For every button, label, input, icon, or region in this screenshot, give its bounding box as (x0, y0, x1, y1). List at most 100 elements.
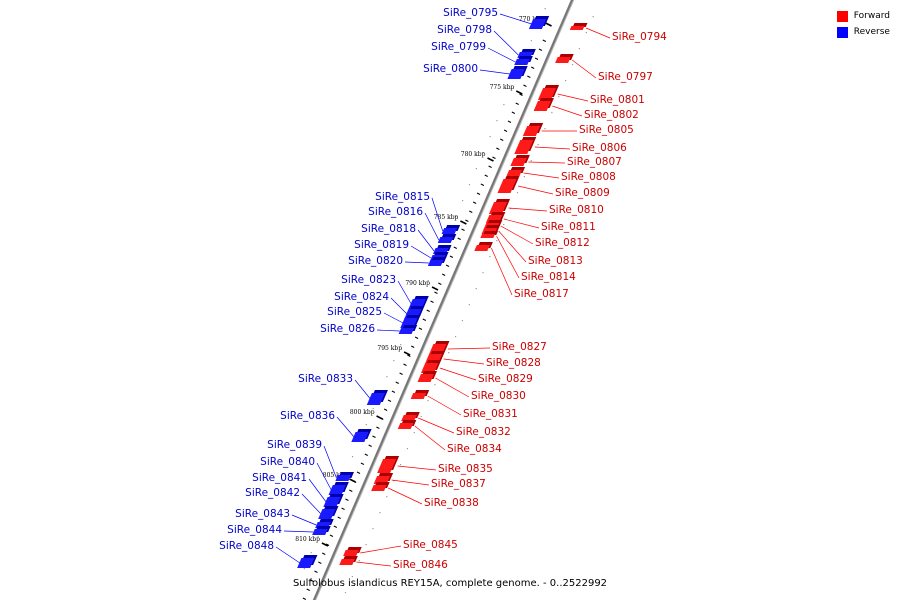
minor-tick (426, 309, 430, 312)
forward-gene-label: SiRe_0832 (456, 426, 511, 438)
minor-tick (333, 525, 338, 528)
forward-gene-SiRe_0835 (377, 459, 397, 473)
guide-dot (475, 288, 477, 290)
minor-tick (387, 399, 392, 402)
forward-gene-label: SiRe_0806 (572, 142, 627, 154)
legend-reverse-label: Reverse (853, 27, 890, 37)
guide-dot (544, 128, 546, 130)
reverse-gene-label: SiRe_0798 (437, 24, 492, 36)
forward-gene-leader (435, 377, 470, 398)
forward-gene-label: SiRe_0801 (590, 94, 645, 106)
forward-gene-SiRe_0834 (397, 423, 414, 429)
forward-gene-leader (585, 27, 611, 39)
minor-tick (391, 390, 396, 393)
forward-gene-leader (534, 146, 571, 150)
reverse-gene-SiRe_0840 (328, 485, 346, 495)
reverse-gene-label: SiRe_0839 (267, 439, 322, 451)
reverse-gene-label: SiRe_0841 (252, 472, 307, 484)
minor-tick (341, 507, 345, 510)
forward-gene-SiRe_0808 (506, 170, 523, 176)
minor-tick (503, 129, 508, 132)
minor-tick (434, 291, 438, 294)
reverse-gene-leader (316, 462, 332, 491)
genome-backbone (312, 0, 574, 600)
minor-tick (441, 273, 446, 276)
forward-gene-label: SiRe_0846 (393, 559, 448, 571)
minor-tick (527, 75, 531, 78)
minor-tick (302, 597, 307, 600)
minor-tick (523, 84, 527, 87)
legend: Forward Reverse (836, 8, 890, 40)
major-tick (431, 286, 439, 291)
minor-tick (480, 183, 485, 186)
reverse-gene-leader (291, 514, 317, 526)
legend-reverse: Reverse (836, 24, 890, 40)
forward-gene-leader (427, 395, 462, 416)
forward-gene-label: SiRe_0802 (584, 109, 639, 121)
guide-dot (503, 224, 505, 226)
minor-tick (383, 408, 388, 411)
forward-gene-leader (503, 218, 540, 229)
forward-gene-SiRe_0838 (371, 485, 387, 491)
reverse-gene-SiRe_0816 (437, 237, 454, 243)
minor-tick (414, 336, 419, 339)
guide-dot (400, 344, 402, 346)
minor-tick (496, 147, 500, 150)
minor-tick (329, 534, 334, 537)
guide-dot (530, 160, 532, 162)
guide-dot (448, 352, 450, 354)
forward-gene-leader (388, 487, 423, 505)
forward-gene-leader (439, 367, 477, 381)
reverse-gene-SiRe_0833 (366, 393, 385, 405)
minor-tick (372, 435, 376, 438)
tick-label: 790 kbp (405, 280, 430, 287)
guide-dot (372, 408, 374, 410)
minor-tick (407, 354, 411, 357)
forward-gene-SiRe_0846 (339, 559, 355, 565)
minor-tick (345, 498, 349, 501)
reverse-gene-label: SiRe_0824 (334, 291, 389, 303)
forward-gene-leader (523, 172, 560, 179)
minor-tick (376, 426, 380, 429)
forward-gene-leader (571, 59, 597, 79)
forward-gene-label: SiRe_0794 (612, 31, 667, 43)
guide-dot (537, 144, 539, 146)
reverse-gene-leader (390, 297, 408, 315)
forward-gene-label: SiRe_0807 (567, 156, 622, 168)
guide-dot (510, 88, 512, 90)
minor-tick (507, 120, 512, 123)
minor-tick (368, 444, 372, 447)
guide-dot (516, 192, 519, 194)
guide-dot (372, 528, 374, 530)
forward-gene-leader (528, 161, 566, 164)
reverse-gene-SiRe_0826 (398, 328, 415, 334)
forward-gene-leader (557, 93, 589, 102)
guide-dot (427, 280, 429, 282)
guide-dot (379, 512, 381, 514)
guide-dot (571, 64, 574, 66)
guide-dot (461, 320, 464, 322)
guide-dot (303, 568, 305, 570)
major-tick (349, 478, 356, 483)
forward-gene-label: SiRe_0827 (492, 341, 547, 353)
minor-tick (449, 255, 454, 258)
minor-tick (418, 327, 423, 330)
reverse-gene-SiRe_0844 (312, 529, 328, 535)
major-tick (515, 90, 523, 95)
forward-gene-label: SiRe_0797 (598, 71, 653, 83)
reverse-gene-SiRe_0842 (318, 509, 336, 519)
guide-dot (406, 448, 408, 450)
forward-gene-SiRe_0814 (480, 234, 496, 238)
reverse-gene-SiRe_0795 (528, 19, 547, 29)
guide-dot (455, 216, 457, 218)
minor-tick (461, 228, 465, 231)
forward-gene-label: SiRe_0814 (521, 271, 576, 283)
guide-dot (489, 136, 491, 138)
reverse-gene-label: SiRe_0842 (245, 487, 300, 499)
forward-gene-SiRe_0797 (555, 57, 571, 63)
guide-dot (420, 416, 422, 418)
forward-gene-leader (418, 417, 455, 434)
guide-dot (468, 184, 471, 186)
minor-tick (399, 372, 403, 375)
